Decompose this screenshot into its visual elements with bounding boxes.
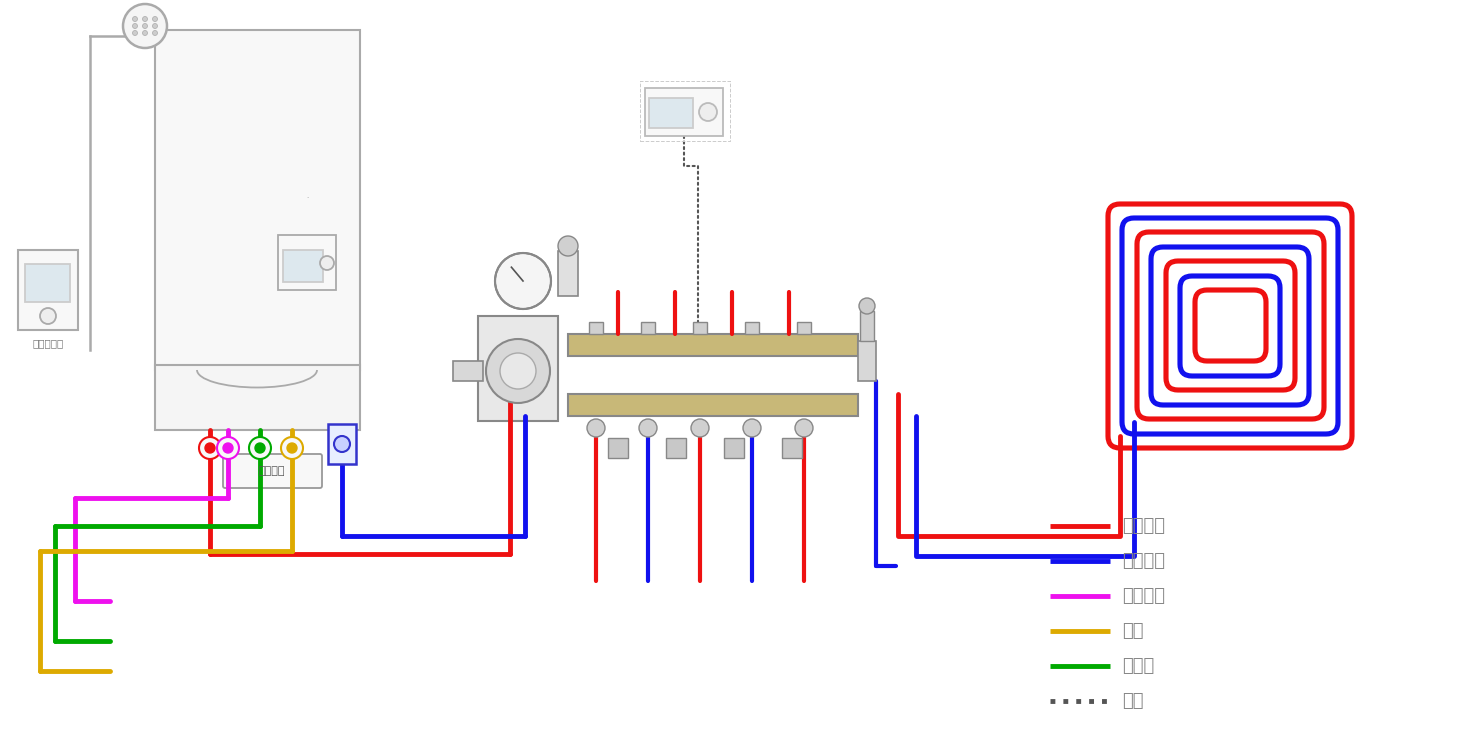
FancyBboxPatch shape — [744, 322, 759, 334]
FancyBboxPatch shape — [782, 438, 802, 458]
Circle shape — [217, 437, 239, 459]
Circle shape — [743, 419, 761, 437]
FancyBboxPatch shape — [645, 88, 724, 136]
Circle shape — [249, 437, 271, 459]
FancyBboxPatch shape — [328, 424, 356, 464]
Circle shape — [691, 419, 709, 437]
Circle shape — [320, 256, 334, 270]
FancyBboxPatch shape — [860, 311, 873, 341]
Text: 生活热水: 生活热水 — [1123, 587, 1166, 605]
Circle shape — [142, 24, 147, 28]
Circle shape — [698, 103, 716, 121]
FancyBboxPatch shape — [693, 322, 707, 334]
Text: 热水循环: 热水循环 — [258, 466, 285, 476]
FancyBboxPatch shape — [641, 322, 655, 334]
Circle shape — [280, 437, 303, 459]
FancyBboxPatch shape — [859, 341, 876, 381]
FancyBboxPatch shape — [568, 334, 859, 356]
Text: 25°: 25° — [667, 108, 682, 118]
Circle shape — [495, 253, 552, 309]
Circle shape — [859, 298, 875, 314]
FancyBboxPatch shape — [589, 322, 604, 334]
FancyBboxPatch shape — [608, 438, 627, 458]
Text: 自来水: 自来水 — [1123, 657, 1154, 675]
FancyBboxPatch shape — [558, 251, 578, 296]
Circle shape — [255, 443, 265, 453]
Circle shape — [558, 236, 578, 256]
Circle shape — [142, 16, 147, 22]
Circle shape — [142, 31, 147, 36]
Circle shape — [132, 24, 138, 28]
FancyBboxPatch shape — [156, 365, 360, 430]
FancyBboxPatch shape — [796, 322, 811, 334]
Text: 采暖供水: 采暖供水 — [1123, 517, 1166, 535]
Circle shape — [153, 31, 157, 36]
FancyBboxPatch shape — [222, 454, 322, 488]
Circle shape — [153, 16, 157, 22]
FancyBboxPatch shape — [724, 438, 744, 458]
Circle shape — [288, 443, 297, 453]
Text: 采暖回水: 采暖回水 — [1123, 552, 1166, 570]
Text: ·: · — [305, 195, 308, 201]
Circle shape — [500, 353, 535, 389]
Circle shape — [199, 437, 221, 459]
Circle shape — [205, 443, 215, 453]
Circle shape — [486, 339, 550, 403]
Circle shape — [334, 436, 350, 452]
FancyBboxPatch shape — [666, 438, 687, 458]
Circle shape — [587, 419, 605, 437]
FancyBboxPatch shape — [25, 264, 70, 302]
Text: 智能恒温宝: 智能恒温宝 — [33, 338, 64, 348]
Circle shape — [795, 419, 813, 437]
Circle shape — [132, 16, 138, 22]
FancyBboxPatch shape — [452, 361, 483, 381]
FancyBboxPatch shape — [156, 30, 360, 370]
FancyBboxPatch shape — [478, 316, 558, 421]
Circle shape — [132, 31, 138, 36]
FancyBboxPatch shape — [650, 98, 693, 128]
Text: 电线: 电线 — [1123, 692, 1143, 710]
Circle shape — [639, 419, 657, 437]
Circle shape — [123, 4, 168, 48]
FancyBboxPatch shape — [283, 250, 323, 282]
FancyBboxPatch shape — [18, 250, 79, 330]
FancyBboxPatch shape — [568, 394, 859, 416]
FancyBboxPatch shape — [277, 235, 337, 290]
Text: 燃气: 燃气 — [1123, 622, 1143, 640]
Circle shape — [222, 443, 233, 453]
Circle shape — [40, 308, 56, 324]
Circle shape — [153, 24, 157, 28]
